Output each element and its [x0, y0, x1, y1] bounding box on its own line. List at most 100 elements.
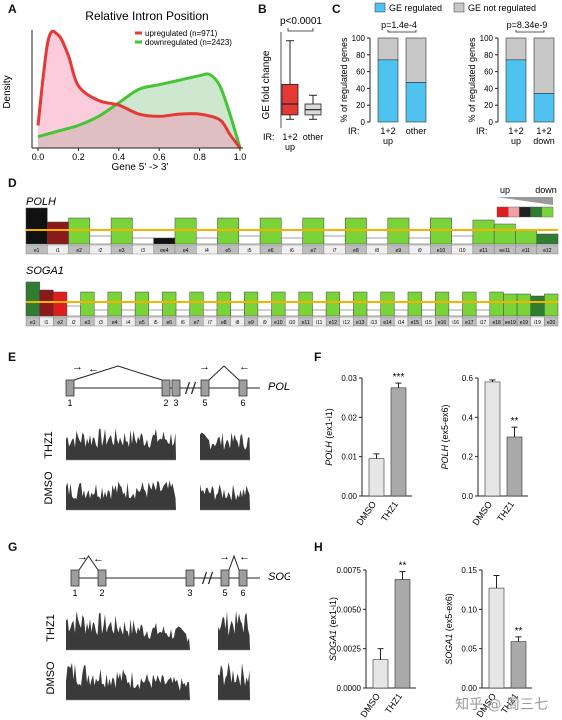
- bar: [488, 587, 505, 689]
- exon-box: [70, 569, 80, 587]
- coverage-profile: [66, 428, 176, 460]
- y-label-suffix: (ex5-ex6): [440, 404, 450, 445]
- segment-label: e17: [465, 320, 474, 326]
- segment-label: i10: [459, 248, 466, 254]
- segment-label: i9: [418, 248, 422, 254]
- legend-gradient-wedge: [497, 197, 553, 205]
- exon-bar: [503, 293, 518, 317]
- panel-e-track1-label: THZ1: [43, 431, 55, 459]
- segment-label: i2: [99, 248, 103, 254]
- y-tick-label: 60: [356, 68, 365, 77]
- exon-bar: [353, 291, 368, 317]
- panel-c-left-chart: % of regulated genes 0 20 40 60 80 100 1+2up oth…: [339, 20, 427, 146]
- panel-label-g: G: [8, 540, 18, 554]
- exon-number: 6: [240, 398, 245, 408]
- segment-label: ee19: [505, 320, 516, 326]
- intron-bar: [394, 309, 409, 317]
- panel-b-pvalue: p<0.0001: [280, 16, 322, 27]
- intron-bar: [339, 309, 354, 317]
- x-tick-label: 0.2: [72, 152, 85, 162]
- bar-regulated: [505, 59, 527, 123]
- segment-label: i8: [235, 320, 239, 326]
- x-cat-label: DMSO: [358, 691, 382, 719]
- splice-arc: [208, 365, 240, 381]
- legend-up-label: up: [500, 185, 510, 195]
- bar: [510, 641, 527, 689]
- x-tick-label: 0.6: [153, 152, 166, 162]
- y-label-gene: SOGA1: [444, 634, 454, 665]
- panel-b-bracket: [287, 28, 314, 32]
- legend-downregulated: downregulated (n=2423): [145, 38, 232, 47]
- density-line-up: [36, 29, 242, 149]
- segment-label: e12: [329, 320, 338, 326]
- segment-label: i5: [154, 320, 158, 326]
- segment-label: i4: [126, 320, 130, 326]
- exon-box: [238, 569, 248, 587]
- legend-upregulated: upregulated (n=971): [145, 29, 218, 38]
- panel-c-stacked-bars: GE regulated GE not regulated % of regul…: [339, 2, 555, 146]
- coverage-profile: [218, 610, 250, 650]
- segment-label: e10: [437, 248, 446, 254]
- exon-bar: [80, 291, 95, 317]
- x-cat-line2: up: [511, 136, 521, 146]
- significance-bracket: [515, 30, 545, 33]
- y-axis-label: POLH (ex1-i1): [324, 408, 334, 466]
- y-tick-label: 0.0075: [337, 566, 362, 575]
- panel-label-f: F: [314, 350, 322, 364]
- primer-arrow-forward: →: [199, 361, 210, 373]
- segment-label: ee4: [160, 248, 169, 254]
- panel-d-intron-heat: POLH SOGA1 up down e1 i1 e2 i2 e3 i3 ee4 e4 i4 e5…: [25, 185, 559, 327]
- intron-bar: [121, 309, 136, 317]
- y-label-suffix: (ex5-ex6): [444, 593, 454, 634]
- y-tick-label: 0.10: [461, 605, 477, 614]
- panel-g-track2-label: DMSO: [45, 661, 57, 694]
- x-tick-label: 1.0: [234, 152, 247, 162]
- panel-label-e: E: [8, 350, 17, 364]
- y-axis-label: SOGA1 (ex5-ex6): [444, 593, 454, 665]
- exon-bar: [434, 291, 450, 317]
- y-tick-label: 60: [484, 68, 493, 77]
- panel-g-track1-label: THZ1: [45, 614, 57, 642]
- legend-color-cell: [530, 206, 542, 218]
- y-tick-label: 0.01: [341, 453, 357, 462]
- exon-box: [200, 379, 210, 397]
- box: [281, 83, 299, 116]
- splice-arc: [78, 555, 99, 571]
- exon-number: 2: [163, 398, 168, 408]
- primer-arrow-reverse: ←: [88, 363, 99, 375]
- y-label-gene: POLH: [324, 441, 334, 466]
- significance-stars: **: [511, 416, 519, 427]
- density-plot-area: [36, 29, 242, 149]
- intron-bar: [47, 221, 69, 245]
- exon-bar: [380, 291, 395, 317]
- exon-bar: [516, 293, 531, 317]
- segment-label: i13: [371, 320, 378, 326]
- significance-bracket: [387, 30, 417, 33]
- segment-label: e2: [57, 320, 63, 326]
- segment-label: i14: [398, 320, 405, 326]
- intron-bar: [238, 235, 261, 245]
- panel-b-ylabel: GE fold change: [261, 50, 272, 119]
- intron-bar: [66, 305, 81, 317]
- y-label-suffix: (ex1-i1): [328, 597, 338, 630]
- bar: [390, 387, 407, 497]
- segment-label: e7: [194, 320, 200, 326]
- segment-label: e5: [225, 248, 231, 254]
- segment-label: e6: [268, 248, 274, 254]
- exon-bar: [536, 233, 559, 245]
- primer-arrow-reverse: ←: [93, 553, 104, 565]
- segment-label: ee11: [499, 248, 510, 254]
- exon-number: 3: [173, 398, 178, 408]
- y-axis-label: % of regulated genes: [339, 37, 349, 123]
- panel-f-left-chart: POLH (ex1-i1) 0.00 0.01 0.02 0.03 DMSO THZ1 ***: [324, 372, 412, 527]
- significance-stars: ***: [393, 372, 405, 383]
- x-cat-line1: 1+2: [536, 126, 551, 136]
- y-tick-label: 0.00: [461, 684, 477, 693]
- exon-bar: [134, 291, 150, 317]
- panel-a-xlabel: Gene 5' -> 3': [112, 162, 169, 173]
- exon-box: [185, 569, 195, 587]
- bar-regulated: [405, 82, 427, 123]
- significance-stars: **: [399, 561, 407, 572]
- exon-number: 5: [222, 588, 227, 598]
- exon-number: 3: [187, 588, 192, 598]
